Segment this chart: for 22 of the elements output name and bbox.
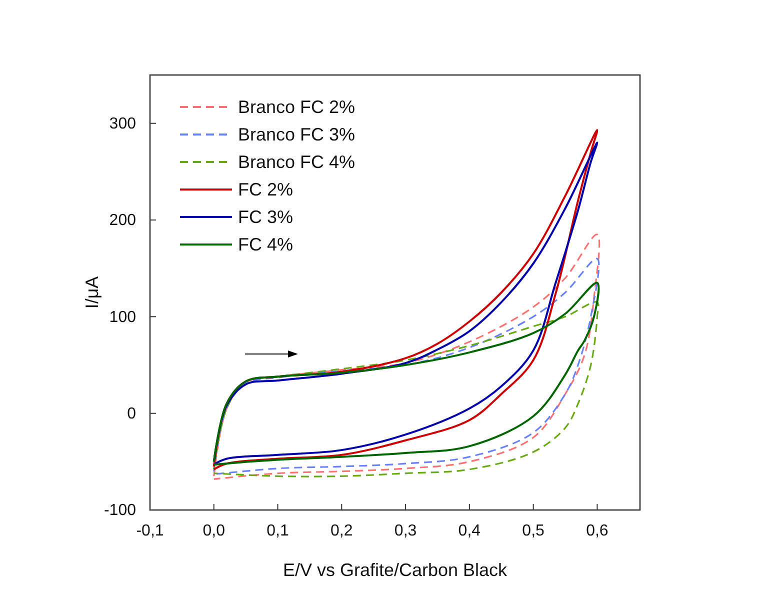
line-series — [212, 282, 600, 466]
y-axis-title: I/μA — [82, 276, 102, 309]
x-tick-label: 0,0 — [202, 522, 226, 540]
x-tick-label: 0,1 — [266, 522, 289, 540]
y-tick-label: 300 — [109, 115, 136, 132]
legend-label: FC 2% — [238, 180, 294, 200]
legend-label: Branco FC 4% — [238, 152, 356, 172]
legend-label: Branco FC 2% — [238, 97, 356, 117]
x-axis-title: E/V vs Grafite/Carbon Black — [282, 560, 508, 580]
y-tick-label: 100 — [109, 308, 136, 326]
x-tick-label: 0,6 — [586, 522, 608, 540]
x-tick-label: 0,4 — [458, 522, 481, 540]
legend-label: FC 3% — [238, 207, 294, 227]
y-tick-label: -100 — [104, 502, 136, 520]
x-tick-label: -0,1 — [136, 522, 164, 540]
legend-label: FC 4% — [238, 234, 294, 254]
x-tick-label: 0,3 — [394, 522, 417, 540]
y-tick-label: 200 — [109, 212, 136, 230]
x-tick-label: 0,2 — [330, 522, 353, 540]
y-tick-label: 0 — [127, 405, 136, 422]
legend-label: Branco FC 3% — [238, 124, 356, 144]
x-tick-label: 0,5 — [522, 522, 545, 540]
